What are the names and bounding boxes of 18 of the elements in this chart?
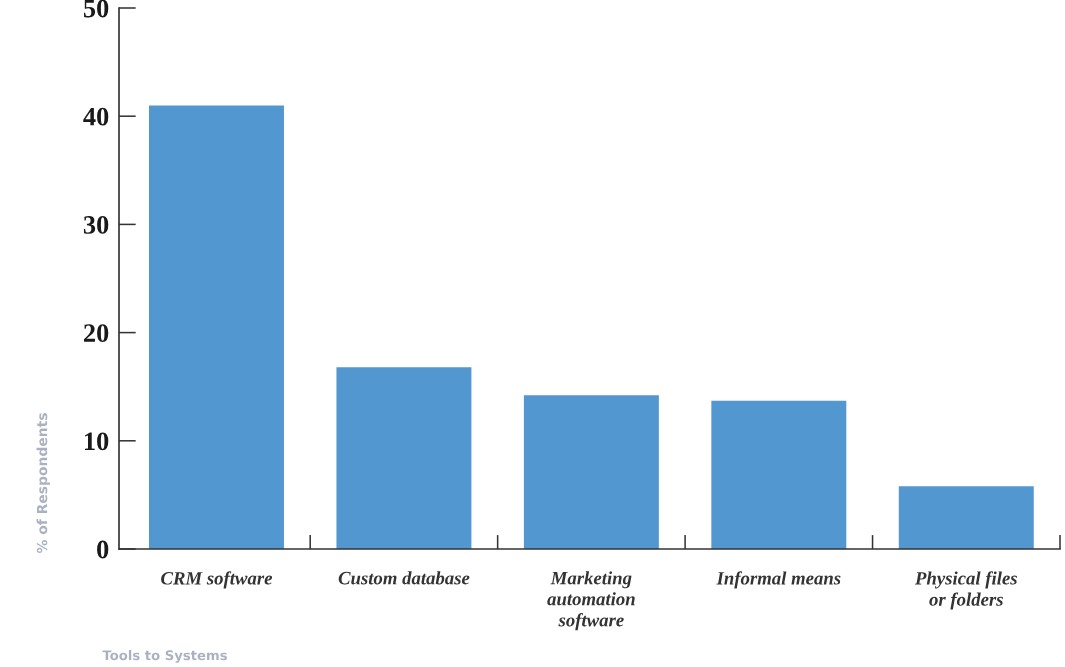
- y-axis-title: % of Respondents: [36, 413, 50, 554]
- y-tick-label: 40: [83, 107, 109, 126]
- bar: [336, 367, 472, 549]
- bar: [148, 105, 284, 549]
- bar: [523, 395, 659, 549]
- x-tick-label: CRM software: [161, 571, 273, 589]
- bar: [711, 400, 847, 549]
- x-axis-title: Tools to Systems: [102, 650, 227, 663]
- x-tick-label: Physical files or folders: [914, 571, 1017, 610]
- y-tick-label: 30: [83, 216, 109, 234]
- y-tick-label: 50: [83, 0, 109, 18]
- y-tick-label: 10: [85, 432, 109, 451]
- x-tick-label: Custom database: [338, 571, 470, 585]
- x-tick-label: Informal means: [716, 571, 841, 589]
- x-tick-label: Marketing automation software: [547, 571, 635, 631]
- y-tick-label: 20: [84, 324, 109, 343]
- y-tick-label: 0: [97, 540, 109, 559]
- bar: [898, 486, 1034, 549]
